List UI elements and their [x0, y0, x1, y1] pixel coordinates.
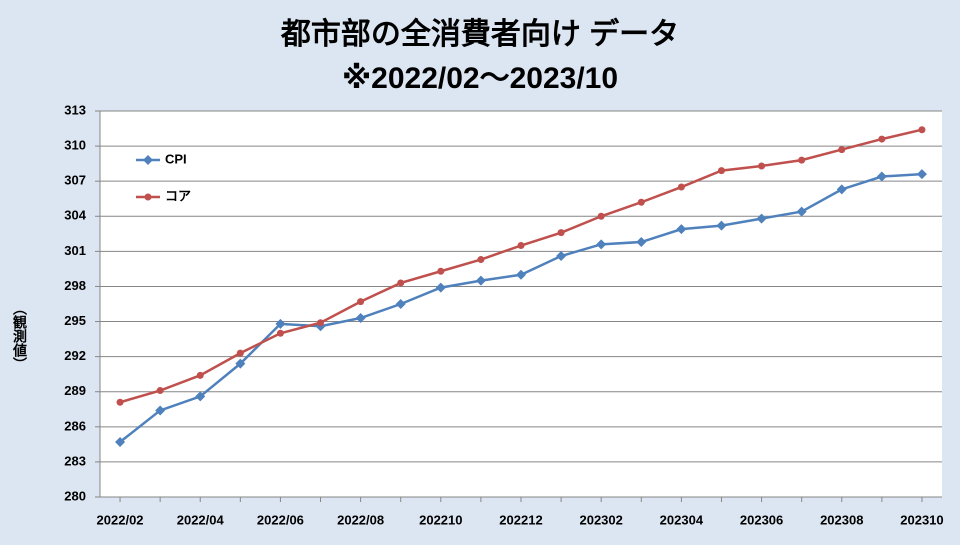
x-tick-label: 2022/02: [97, 512, 144, 527]
marker: [756, 213, 767, 224]
marker: [676, 224, 687, 235]
marker: [195, 391, 206, 402]
marker: [143, 155, 153, 165]
marker: [918, 126, 926, 134]
x-tick-label: 202302: [579, 512, 622, 527]
chart-subtitle: ※2022/02～2023/10: [342, 62, 618, 95]
x-tick-label: 202308: [820, 512, 863, 527]
marker: [115, 437, 126, 448]
x-tick-label: 202212: [499, 512, 542, 527]
y-tick-label: 307: [64, 173, 86, 188]
marker: [796, 206, 807, 217]
chart-title: 都市部の全消費者向け データ: [280, 17, 679, 51]
marker: [397, 279, 405, 287]
x-tick-label: 202210: [419, 512, 462, 527]
marker: [275, 318, 286, 329]
marker: [798, 156, 806, 164]
marker: [556, 251, 567, 262]
marker: [717, 167, 725, 175]
marker: [517, 242, 525, 250]
y-axis-label: （観測値）: [12, 301, 28, 371]
marker: [838, 146, 846, 154]
marker: [637, 198, 645, 206]
x-tick-label: 202310: [900, 512, 943, 527]
marker: [836, 184, 847, 195]
y-tick-label: 298: [64, 278, 86, 293]
marker: [636, 237, 647, 248]
marker: [355, 313, 366, 324]
marker: [878, 135, 886, 143]
marker: [156, 387, 164, 395]
marker: [916, 169, 927, 180]
marker: [196, 371, 204, 379]
x-tick-label: 202304: [660, 512, 704, 527]
marker: [357, 298, 365, 306]
y-tick-label: 280: [64, 488, 86, 503]
marker: [116, 398, 124, 406]
marker: [317, 319, 325, 327]
marker: [758, 162, 766, 170]
y-tick-label: 301: [64, 243, 86, 258]
marker: [596, 239, 607, 250]
x-tick-label: 202306: [740, 512, 783, 527]
y-tick-label: 289: [64, 383, 86, 398]
marker: [477, 256, 485, 264]
y-tick-label: 286: [64, 418, 86, 433]
legend-label: CPI: [165, 151, 187, 166]
x-tick-label: 2022/08: [337, 512, 384, 527]
marker: [557, 229, 565, 237]
y-tick-label: 295: [64, 313, 86, 328]
y-tick-label: 283: [64, 453, 86, 468]
marker: [144, 193, 152, 201]
marker: [236, 349, 244, 357]
y-tick-label: 310: [64, 138, 86, 153]
marker: [437, 267, 445, 275]
legend-label: コア: [165, 188, 191, 203]
marker: [235, 358, 246, 369]
marker: [677, 183, 685, 191]
marker: [516, 269, 526, 280]
y-tick-label: 292: [64, 348, 86, 363]
marker: [435, 282, 446, 293]
plot-area: [100, 111, 942, 497]
marker: [597, 212, 605, 220]
x-tick-label: 2022/06: [257, 512, 304, 527]
y-tick-label: 304: [64, 208, 86, 223]
marker: [475, 275, 486, 286]
marker: [155, 405, 166, 416]
y-tick-label: 313: [64, 102, 86, 117]
marker: [876, 171, 887, 182]
x-tick-label: 2022/04: [177, 512, 225, 527]
marker: [716, 220, 727, 231]
marker: [395, 299, 406, 309]
marker: [276, 329, 284, 337]
